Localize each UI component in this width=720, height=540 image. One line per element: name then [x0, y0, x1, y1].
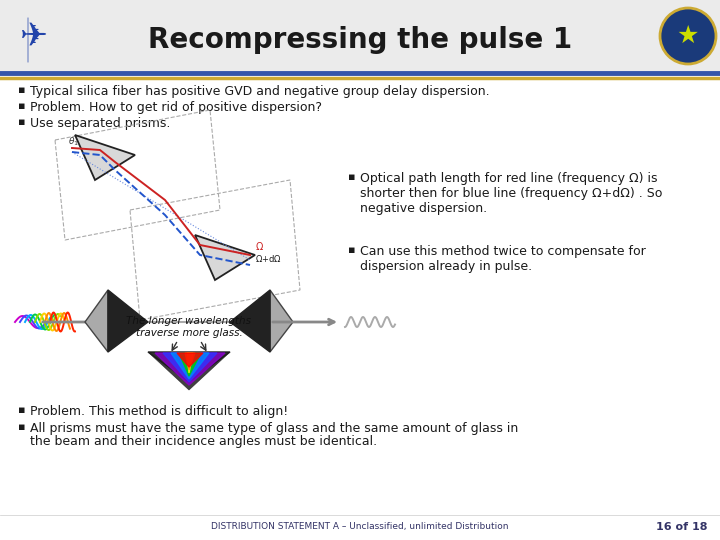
Bar	[0, 0, 720, 72]
Polygon shape	[230, 290, 270, 352]
Text: ▪: ▪	[18, 101, 25, 111]
Text: negative dispersion.: negative dispersion.	[360, 202, 487, 215]
Text: Typical silica fiber has positive GVD and negative group delay dispersion.: Typical silica fiber has positive GVD an…	[30, 85, 490, 98]
Text: 16 of 18: 16 of 18	[657, 522, 708, 532]
Text: ▪: ▪	[18, 85, 25, 95]
Text: the beam and their incidence angles must be identical.: the beam and their incidence angles must…	[30, 435, 377, 448]
Text: ▪: ▪	[18, 422, 25, 432]
Polygon shape	[179, 353, 201, 376]
Text: ▪: ▪	[18, 117, 25, 127]
Polygon shape	[148, 352, 230, 390]
Polygon shape	[75, 135, 135, 180]
Text: ★: ★	[677, 24, 699, 48]
Text: shorter then for blue line (frequency Ω+dΩ) . So: shorter then for blue line (frequency Ω+…	[360, 187, 662, 200]
Text: Recompressing the pulse 1: Recompressing the pulse 1	[148, 26, 572, 54]
Text: ✈: ✈	[19, 19, 47, 52]
Text: $\Omega$: $\Omega$	[255, 240, 264, 252]
Text: The longer wavelengths
traverse more glass.: The longer wavelengths traverse more gla…	[127, 316, 251, 338]
Text: All prisms must have the same type of glass and the same amount of glass in: All prisms must have the same type of gl…	[30, 422, 518, 435]
Polygon shape	[177, 353, 203, 367]
Text: ▪: ▪	[18, 405, 25, 415]
Text: dispersion already in pulse.: dispersion already in pulse.	[360, 260, 532, 273]
Text: ▪: ▪	[348, 245, 356, 255]
Polygon shape	[108, 290, 148, 352]
Polygon shape	[171, 353, 209, 379]
Text: $\theta_1$: $\theta_1$	[68, 135, 79, 147]
Text: Problem. This method is difficult to align!: Problem. This method is difficult to ali…	[30, 405, 288, 418]
Circle shape	[660, 8, 716, 64]
Polygon shape	[148, 352, 230, 382]
Polygon shape	[10, 0, 55, 72]
Text: Problem. How to get rid of positive dispersion?: Problem. How to get rid of positive disp…	[30, 101, 322, 114]
Text: Use separated prisms.: Use separated prisms.	[30, 117, 171, 130]
Polygon shape	[163, 353, 217, 382]
Polygon shape	[270, 290, 293, 352]
Polygon shape	[195, 235, 255, 280]
Text: DISTRIBUTION STATEMENT A – Unclassified, unlimited Distribution: DISTRIBUTION STATEMENT A – Unclassified,…	[211, 523, 509, 531]
Text: Optical path length for red line (frequency Ω) is: Optical path length for red line (freque…	[360, 172, 657, 185]
Polygon shape	[85, 290, 108, 352]
Polygon shape	[155, 353, 225, 385]
Text: ▪: ▪	[348, 172, 356, 182]
Polygon shape	[187, 353, 193, 373]
Polygon shape	[185, 353, 195, 370]
Text: Can use this method twice to compensate for: Can use this method twice to compensate …	[360, 245, 646, 258]
Text: $\Omega$+d$\Omega$: $\Omega$+d$\Omega$	[255, 253, 282, 264]
